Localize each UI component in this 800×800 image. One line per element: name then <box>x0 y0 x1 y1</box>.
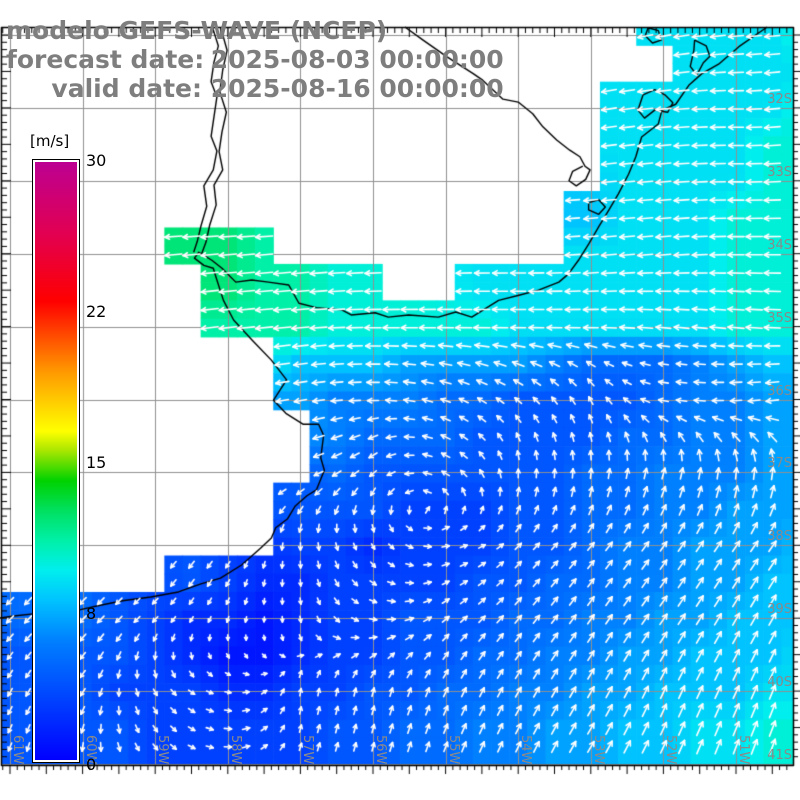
lat-label-39S: 39S <box>767 602 792 618</box>
lon-label-54W: 54W <box>518 735 534 765</box>
valid-date-label: valid date: <box>51 74 202 103</box>
lat-label-36S: 36S <box>767 383 792 399</box>
model-name: modelo GEFS-WAVE (NCEP) <box>6 16 388 45</box>
lon-label-55W: 55W <box>445 735 461 765</box>
lat-label-34S: 34S <box>767 237 792 253</box>
lon-label-53W: 53W <box>590 735 606 765</box>
valid-date-value: 2025-08-16 00:00:00 <box>210 74 504 103</box>
title-forecast-line: forecast date: 2025-08-03 00:00:00 <box>6 45 504 74</box>
lat-label-33S: 33S <box>767 164 792 180</box>
title-model-line: modelo GEFS-WAVE (NCEP) <box>6 16 504 45</box>
colorbar <box>32 159 80 763</box>
lon-label-57W: 57W <box>300 735 316 765</box>
title-valid-line: valid date: 2025-08-16 00:00:00 <box>6 74 504 103</box>
lat-label-37S: 37S <box>767 456 792 472</box>
lat-label-35S: 35S <box>767 310 792 326</box>
lon-label-51W: 51W <box>736 735 751 765</box>
lat-label-41S: 41S <box>767 748 792 763</box>
colorbar-unit-label: [m/s] <box>30 132 70 150</box>
colorbar-tick-8: 8 <box>86 604 97 623</box>
lon-label-56W: 56W <box>373 735 388 765</box>
plot-title-block: modelo GEFS-WAVE (NCEP) forecast date: 2… <box>6 16 504 103</box>
colorbar-gradient <box>35 162 77 760</box>
forecast-date-label: forecast date: <box>6 45 205 74</box>
lon-label-61W: 61W <box>10 735 25 765</box>
lon-label-52W: 52W <box>663 735 679 765</box>
lat-label-32S: 32S <box>767 91 792 107</box>
lat-label-38S: 38S <box>767 529 792 545</box>
lon-label-59W: 59W <box>155 735 171 765</box>
colorbar-tick-30: 30 <box>86 151 107 170</box>
colorbar-tick-22: 22 <box>86 302 107 321</box>
lon-label-58W: 58W <box>227 735 243 765</box>
forecast-date-value: 2025-08-03 00:00:00 <box>210 45 504 74</box>
colorbar-tick-0: 0 <box>86 755 97 774</box>
lat-label-40S: 40S <box>767 675 792 691</box>
colorbar-tick-15: 15 <box>86 453 107 472</box>
